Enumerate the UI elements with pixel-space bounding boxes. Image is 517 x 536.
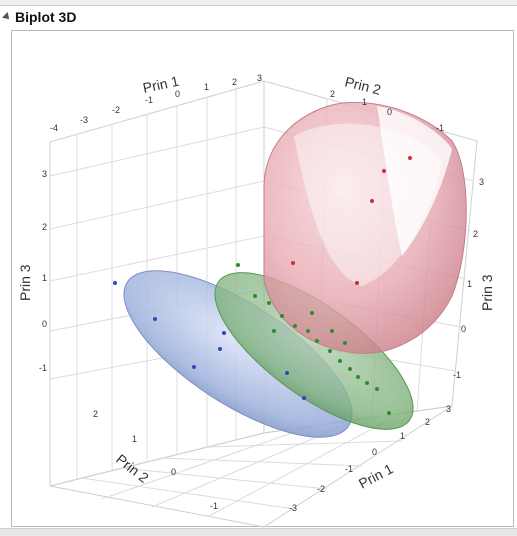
tick-prin3-right-3: 1: [467, 279, 472, 289]
tick-prin1-top-2: -3: [80, 115, 88, 125]
tick-prin1-top-3: -2: [112, 105, 120, 115]
tick-prin1-top-1: -4: [50, 123, 58, 133]
tick-prin3-left-5: -1: [39, 363, 47, 373]
tick-prin2-top-2: 1: [362, 97, 367, 107]
axis-title-prin2-top: Prin 2: [343, 73, 383, 97]
tick-prin3-right-5: -1: [453, 370, 461, 380]
axis-title-prin2-bottom: Prin 2: [113, 451, 152, 486]
biplot-3d-panel[interactable]: -4 -3 -2 -1 0 1 2 3 2 1 0 -1 3 2 1 0 -1 …: [11, 30, 515, 528]
tick-prin3-right-4: 0: [461, 324, 466, 334]
tick-prin1-top-6: 1: [204, 82, 209, 92]
report-header[interactable]: Biplot 3D: [0, 6, 517, 28]
tick-prin1-top-5: 0: [175, 89, 180, 99]
tick-prin3-right-2: 2: [473, 229, 478, 239]
tick-prin1-bottom-5: -1: [345, 464, 353, 474]
tick-prin3-right-1: 3: [479, 177, 484, 187]
axis-title-prin3-right: Prin 3: [479, 274, 495, 311]
axis-title-prin1-top: Prin 1: [141, 73, 180, 96]
tick-prin1-top-7: 2: [232, 77, 237, 87]
green-points: [236, 263, 391, 415]
tick-prin2-bottom-3: 0: [171, 467, 176, 477]
tick-prin1-top-8: 3: [257, 73, 262, 83]
tick-prin2-top-3: 0: [387, 107, 392, 117]
tick-prin1-bottom-6: -2: [317, 484, 325, 494]
red-ellipsoid[interactable]: [263, 102, 467, 354]
window-top-strip: [0, 0, 517, 6]
tick-prin2-bottom-1: 2: [93, 409, 98, 419]
blue-points: [113, 281, 306, 400]
biplot-3d-canvas[interactable]: -4 -3 -2 -1 0 1 2 3 2 1 0 -1 3 2 1 0 -1 …: [12, 31, 515, 528]
red-points: [291, 156, 412, 285]
tick-prin1-bottom-4: 0: [372, 447, 377, 457]
tick-prin2-top-4: -1: [436, 123, 444, 133]
tick-prin2-bottom-2: 1: [132, 434, 137, 444]
tick-prin1-bottom-2: 2: [425, 417, 430, 427]
tick-prin3-left-1: 3: [42, 169, 47, 179]
tick-prin2-top-1: 2: [330, 89, 335, 99]
tick-prin1-bottom-7: -3: [289, 503, 297, 513]
tick-prin3-left-3: 1: [42, 273, 47, 283]
tick-prin3-left-2: 2: [42, 222, 47, 232]
grid-floor: [49, 405, 453, 528]
tick-prin3-left-4: 0: [42, 319, 47, 329]
disclosure-triangle-icon[interactable]: [2, 12, 12, 22]
report-title: Biplot 3D: [15, 9, 77, 25]
tick-prin1-top-4: -1: [145, 95, 153, 105]
window-bottom-strip: [0, 528, 517, 536]
tick-prin2-bottom-4: -1: [210, 501, 218, 511]
tick-prin1-bottom-3: 1: [400, 431, 405, 441]
tick-prin1-bottom-1: 3: [446, 404, 451, 414]
axis-title-prin3-left: Prin 3: [17, 264, 33, 301]
axis-title-prin1-bottom: Prin 1: [356, 460, 396, 491]
